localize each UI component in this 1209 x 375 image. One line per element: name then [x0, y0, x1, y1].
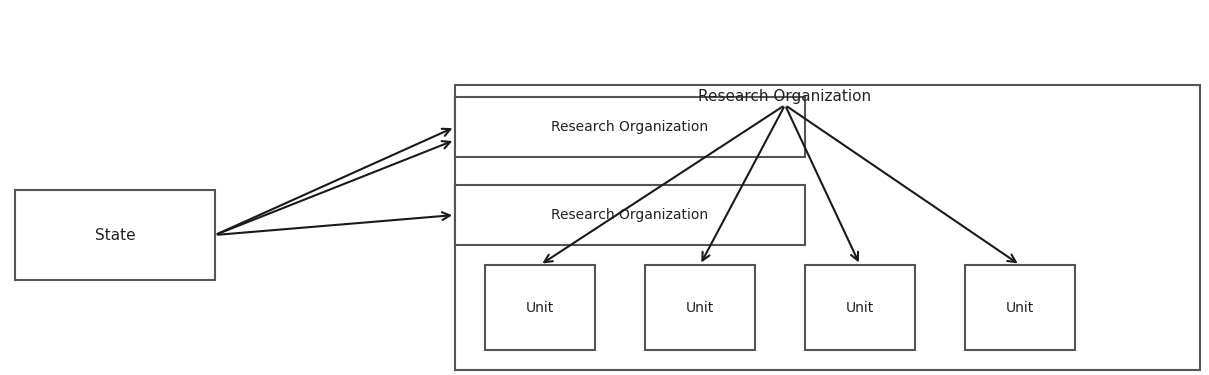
- Text: Research Organization: Research Organization: [699, 90, 872, 105]
- Bar: [15, 190, 215, 280]
- Bar: [965, 265, 1075, 350]
- Bar: [805, 265, 915, 350]
- Bar: [455, 97, 805, 157]
- Bar: [644, 265, 754, 350]
- Text: State: State: [94, 228, 135, 243]
- Text: Research Organization: Research Organization: [551, 208, 708, 222]
- Bar: [485, 265, 595, 350]
- Text: Research Organization: Research Organization: [551, 120, 708, 134]
- Text: Unit: Unit: [846, 300, 874, 315]
- Text: Unit: Unit: [526, 300, 554, 315]
- Bar: [455, 185, 805, 245]
- Bar: [455, 85, 1201, 370]
- Text: Unit: Unit: [686, 300, 715, 315]
- Text: Unit: Unit: [1006, 300, 1034, 315]
